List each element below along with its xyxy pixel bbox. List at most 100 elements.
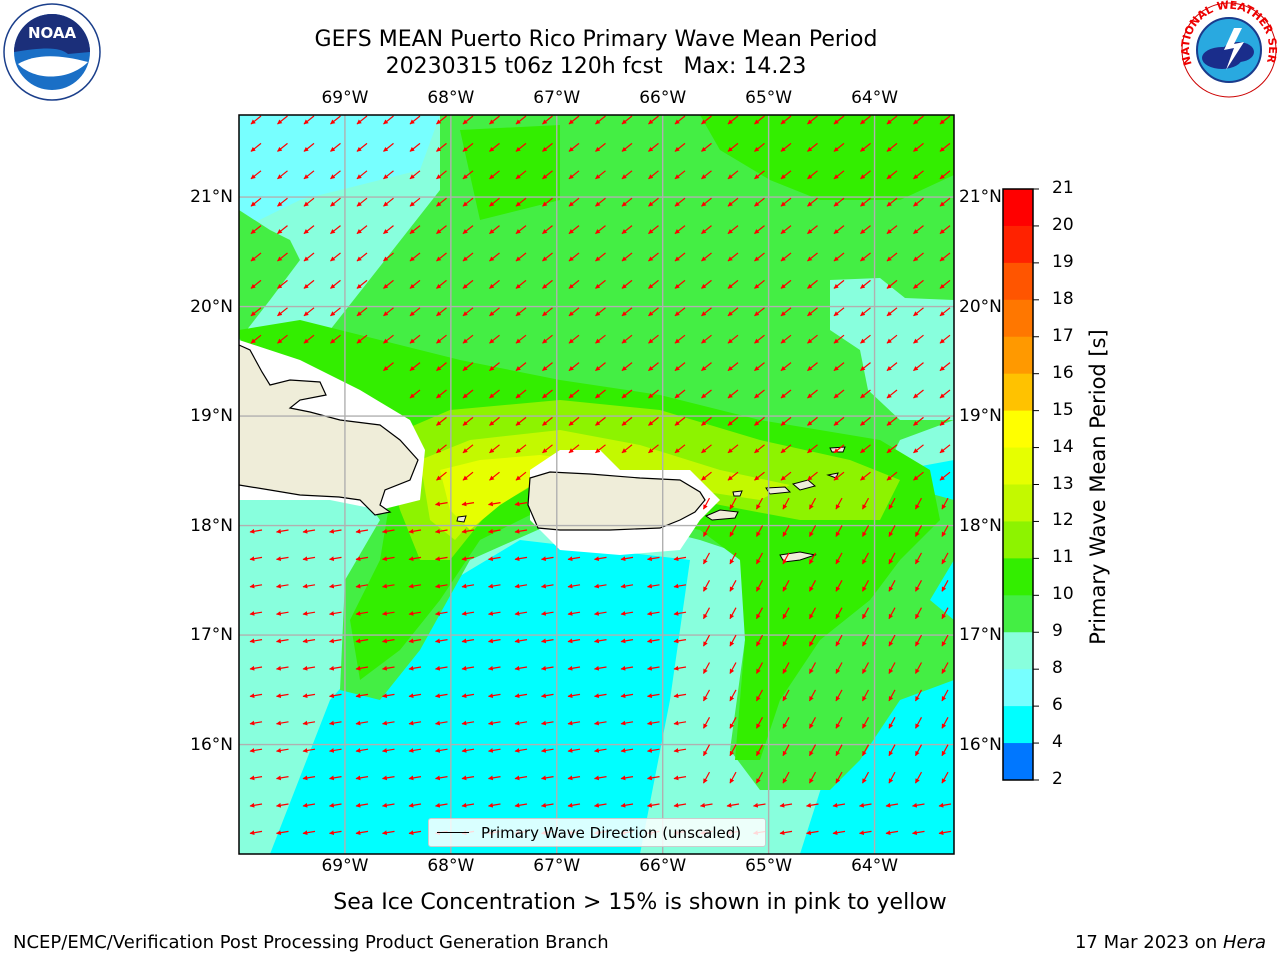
wave-arrow	[303, 170, 315, 180]
lon-tick-label: 66°W	[639, 88, 687, 108]
wave-arrow	[408, 775, 422, 781]
wave-arrow	[408, 665, 422, 671]
lon-tick-label: 64°W	[851, 88, 899, 108]
wave-arrow	[888, 662, 896, 674]
wave-arrow	[673, 665, 687, 671]
wave-arrow	[382, 638, 395, 644]
wave-arrow	[435, 693, 448, 699]
wave-arrow	[302, 693, 316, 699]
wave-arrow	[462, 142, 474, 152]
wave-arrow	[727, 115, 739, 125]
wave-arrow	[409, 225, 421, 235]
wave-arrow	[886, 197, 898, 207]
wave-arrow	[542, 170, 553, 180]
wave-arrow	[249, 638, 263, 644]
wave-arrow	[888, 771, 896, 784]
wave-arrow	[780, 362, 792, 372]
wave-arrow	[673, 693, 687, 699]
wave-arrow	[701, 389, 712, 399]
wave-arrow	[701, 416, 712, 426]
lat-tick-label: 16°N	[190, 734, 233, 755]
wave-arrow	[913, 389, 924, 399]
nws-logo-icon: NATIONAL WEATHER SERVICE	[1178, 0, 1279, 98]
wave-arrow	[912, 802, 925, 808]
wave-arrow	[488, 583, 501, 589]
wave-arrow	[515, 334, 527, 344]
wave-arrow	[435, 665, 448, 671]
wave-arrow	[436, 170, 447, 180]
colorbar-segment	[1003, 373, 1033, 412]
wave-arrow	[489, 197, 500, 207]
lat-tick-label: 17°N	[959, 625, 1002, 646]
wave-arrow	[620, 802, 634, 808]
wave-arrow	[648, 444, 659, 454]
wave-arrow	[782, 497, 790, 510]
wave-arrow	[726, 802, 740, 808]
wave-arrow	[913, 225, 924, 235]
wave-arrow	[302, 830, 316, 836]
wave-arrow	[647, 693, 660, 699]
wave-arrow	[647, 802, 660, 808]
wave-arrow	[729, 497, 737, 510]
wave-arrow	[356, 252, 368, 262]
lat-tick-label: 20°N	[190, 296, 233, 317]
wave-arrow	[541, 665, 554, 671]
wave-arrow	[436, 444, 447, 454]
wave-arrow	[807, 389, 818, 399]
wave-arrow	[833, 471, 845, 481]
wave-arrow	[489, 142, 500, 152]
lat-tick-label: 21°N	[190, 187, 233, 208]
wave-arrow	[941, 497, 949, 510]
wave-arrow	[462, 307, 474, 317]
wave-arrow	[888, 552, 896, 565]
wave-arrow	[727, 142, 739, 152]
wave-arrow	[515, 416, 527, 426]
lat-tick-label: 19°N	[959, 406, 1002, 427]
wave-arrow	[409, 279, 421, 289]
wave-arrow	[729, 717, 737, 729]
wave-arrow	[673, 556, 687, 562]
wave-arrow	[435, 720, 448, 726]
wave-arrow	[355, 638, 369, 644]
wave-arrow	[250, 279, 262, 289]
wave-arrow	[383, 362, 394, 372]
wave-arrow	[807, 334, 818, 344]
wave-arrow	[355, 802, 369, 808]
wave-arrow	[302, 583, 316, 589]
wave-arrow	[408, 583, 422, 589]
wave-arrow	[620, 611, 634, 616]
wave-arrow	[729, 771, 737, 784]
colorbar-segment	[1003, 632, 1033, 670]
wave-arrow	[542, 252, 553, 262]
wave-arrow	[303, 197, 315, 207]
colorbar-tick-label: 19	[1052, 251, 1074, 272]
wave-arrow	[355, 528, 369, 534]
wave-arrow	[782, 771, 790, 784]
colorbar-tick-label: 8	[1052, 658, 1063, 679]
wave-arrow	[302, 638, 316, 644]
wave-arrow	[356, 170, 368, 180]
wave-arrow	[941, 525, 949, 537]
wave-arrow	[808, 771, 817, 784]
wave-arrow	[250, 334, 262, 344]
wave-arrow	[514, 556, 528, 562]
wave-arrow	[861, 525, 870, 537]
wave-arrow	[888, 744, 896, 757]
wave-arrow	[754, 362, 765, 372]
wave-arrow	[250, 197, 262, 207]
wave-arrow	[914, 771, 923, 784]
wave-arrow	[436, 197, 447, 207]
wave-arrow	[595, 142, 606, 152]
wave-arrow	[835, 525, 843, 537]
wave-arrow	[860, 362, 871, 372]
wave-arrow	[461, 775, 475, 781]
wave-arrow	[727, 471, 739, 481]
wave-arrow	[355, 775, 369, 781]
wave-arrow	[939, 416, 951, 426]
wave-arrow	[835, 634, 843, 647]
wave-arrow	[808, 525, 817, 537]
wave-arrow	[567, 611, 581, 616]
colorbar-segment	[1003, 336, 1033, 375]
colorbar-segment	[1003, 743, 1033, 781]
wave-arrow	[755, 552, 764, 565]
